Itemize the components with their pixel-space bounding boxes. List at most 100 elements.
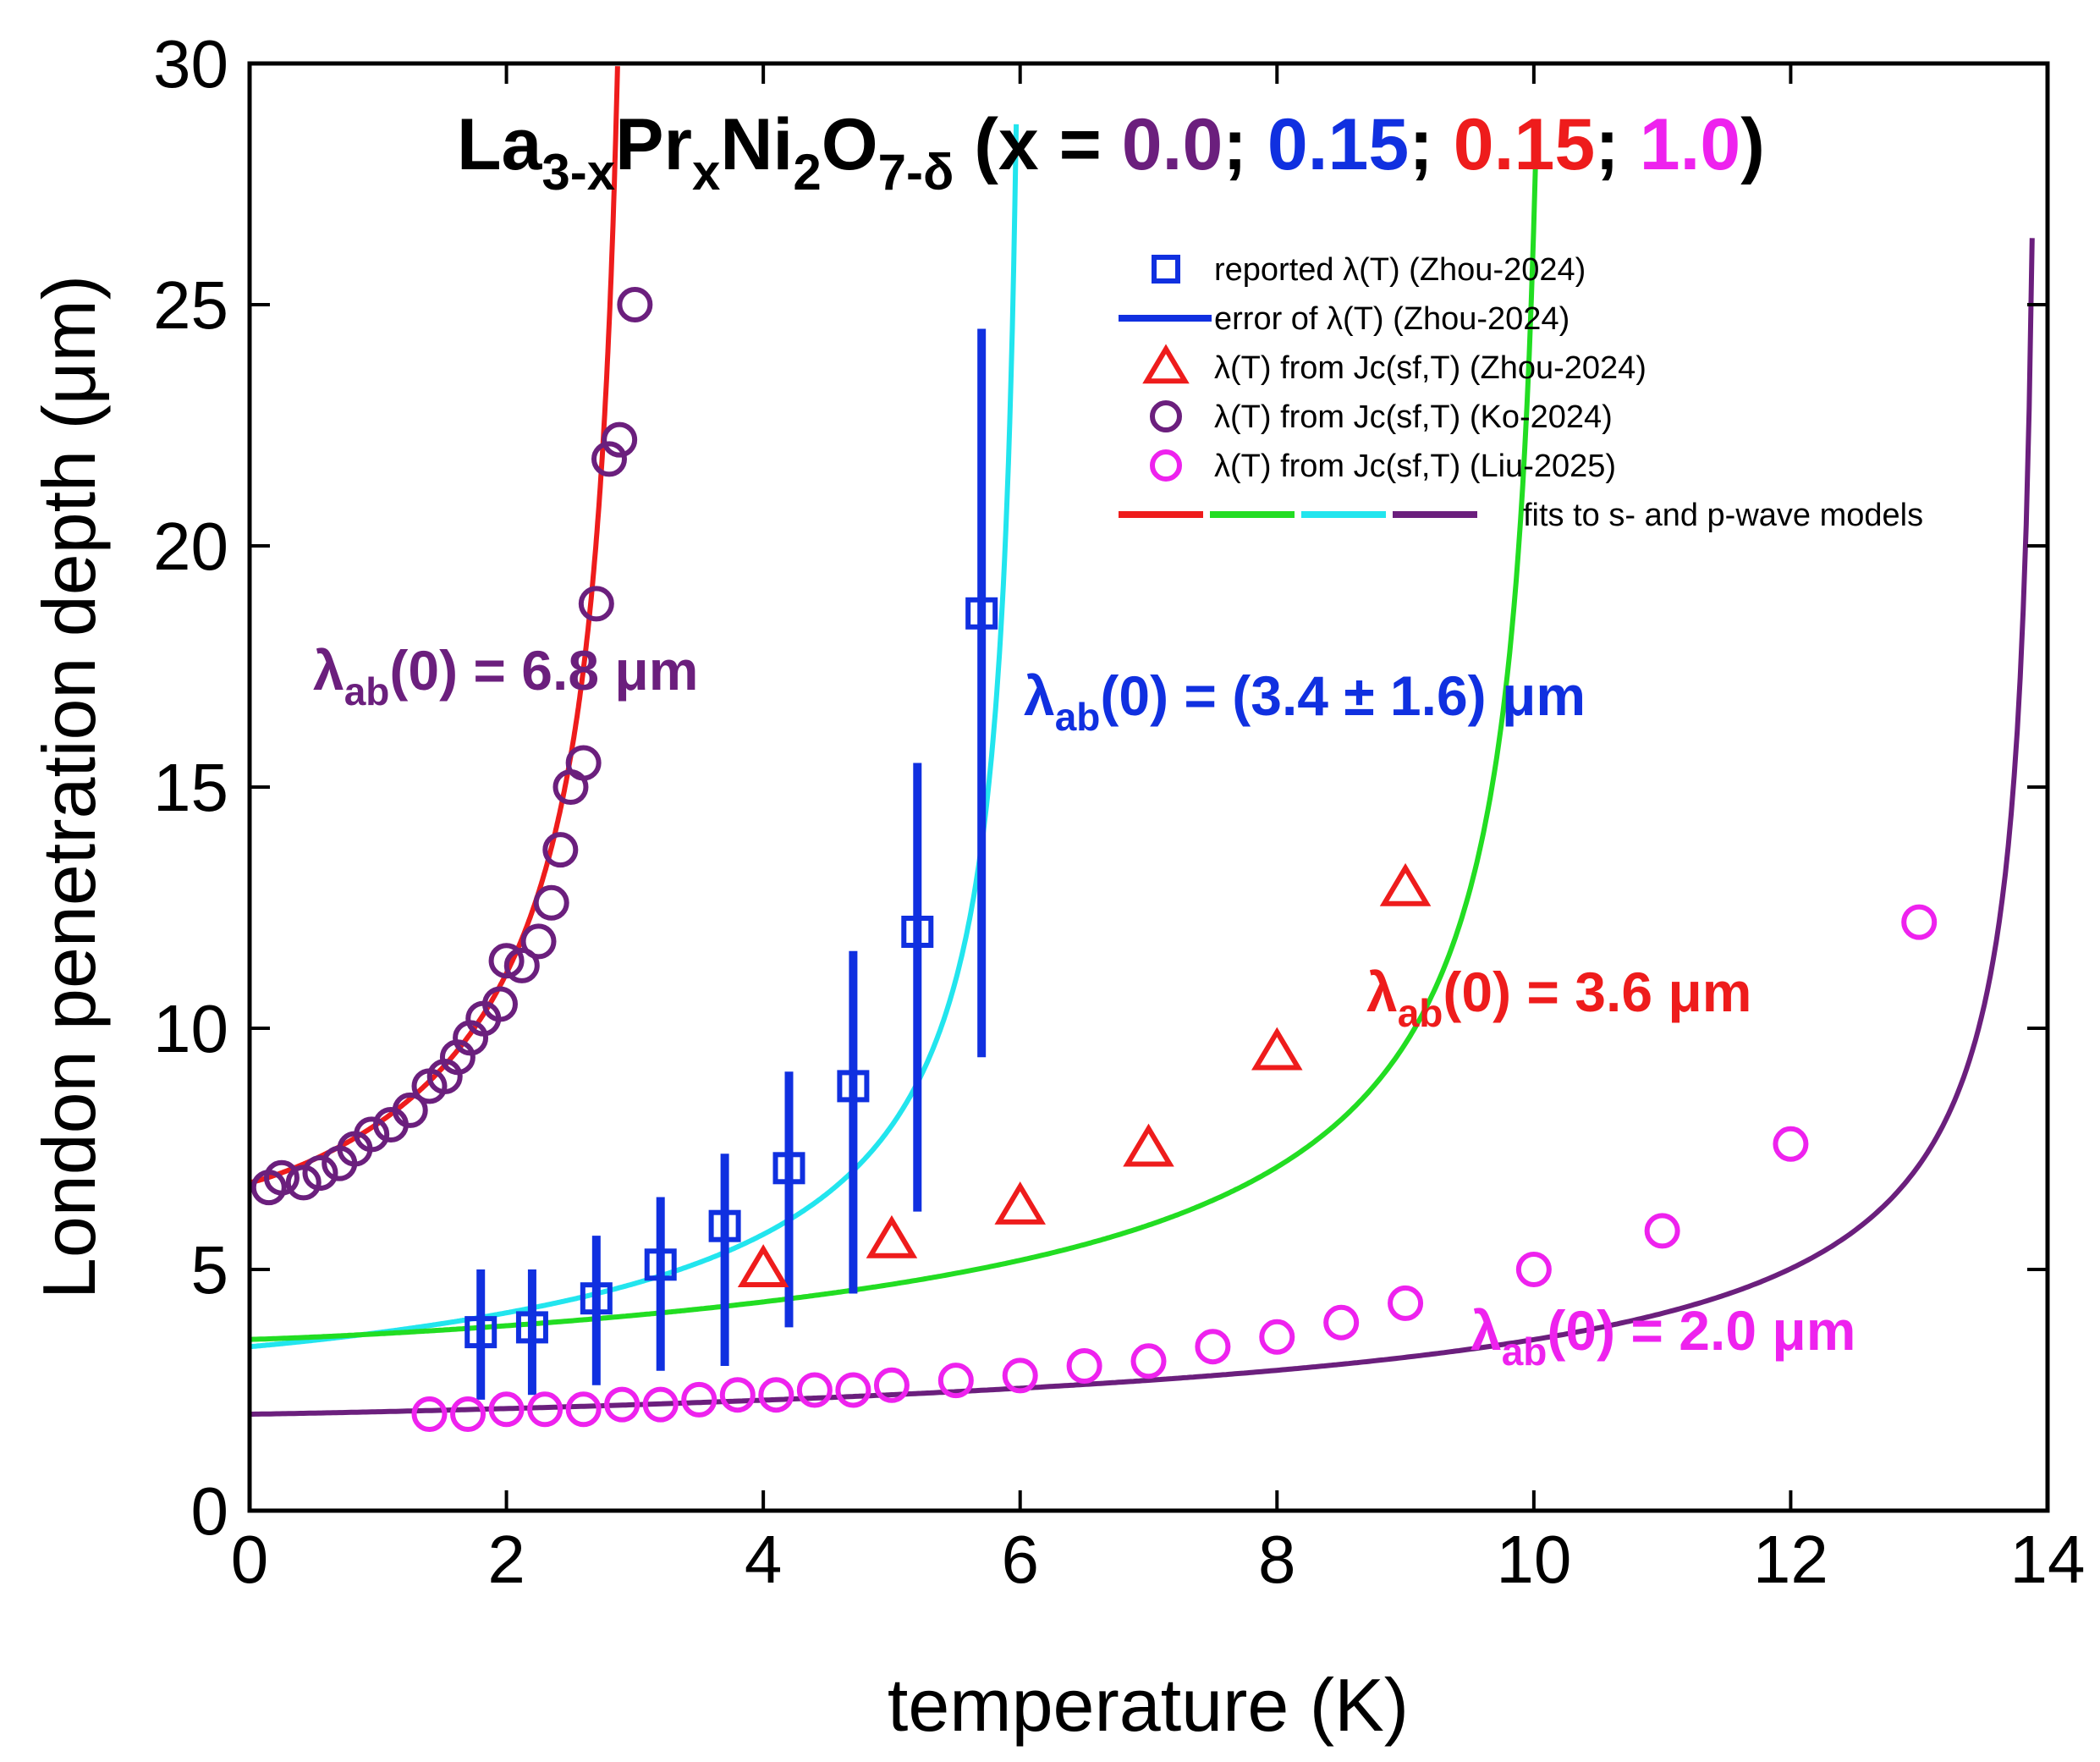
y-tick-label: 10 bbox=[153, 991, 228, 1066]
title-segment: 0.0 bbox=[1122, 104, 1223, 185]
data-markers bbox=[250, 287, 1938, 1432]
data-point-circle bbox=[578, 586, 614, 622]
data-point-circle bbox=[796, 1372, 833, 1408]
data-point-circle bbox=[1323, 1304, 1360, 1341]
legend-label: reported λ(T) (Zhou-2024) bbox=[1214, 252, 1586, 288]
title-segment: 3-x bbox=[541, 144, 615, 201]
data-point-circle bbox=[1002, 1357, 1038, 1394]
data-point-triangle bbox=[866, 1214, 918, 1258]
y-tick-label: 20 bbox=[153, 509, 228, 584]
x-tick-label: 2 bbox=[487, 1522, 525, 1597]
y-tick-label: 25 bbox=[153, 267, 228, 343]
data-point-circle bbox=[542, 832, 579, 868]
title-segment: 0.15 bbox=[1454, 104, 1595, 185]
data-point-circle bbox=[873, 1367, 910, 1403]
data-point-circle bbox=[488, 1391, 525, 1428]
error-bars bbox=[476, 328, 987, 1400]
data-point-circle bbox=[1515, 1252, 1552, 1287]
data-point-circle bbox=[1773, 1126, 1809, 1162]
x-tick-label: 10 bbox=[1496, 1522, 1571, 1597]
data-point-triangle bbox=[1251, 1027, 1303, 1071]
data-point-circle bbox=[503, 947, 540, 983]
x-axis-label: temperature (K) bbox=[888, 1663, 1409, 1747]
y-tick-label: 30 bbox=[153, 26, 228, 102]
data-point-circle bbox=[1130, 1343, 1167, 1379]
data-point-circle bbox=[604, 1386, 640, 1423]
legend-label: λ(T) from Jc(sf,T) (Zhou-2024) bbox=[1214, 350, 1646, 386]
legend-label: λ(T) from Jc(sf,T) (Ko-2024) bbox=[1214, 399, 1613, 435]
title-segment: O bbox=[822, 104, 878, 185]
data-point-square bbox=[965, 597, 998, 630]
title-segment: ; bbox=[1409, 104, 1454, 185]
axes: 0 2 4 6 8 10 12 14 0 5 10 15 20 25 30 bbox=[153, 26, 2085, 1597]
data-point-triangle bbox=[1123, 1123, 1174, 1167]
annotations: λab(0) = 6.8 μm λab(0) = (3.4 ± 1.6) μm λa… bbox=[313, 639, 1855, 1374]
title-segment: 0.15 bbox=[1267, 104, 1409, 185]
data-point-circle bbox=[527, 1391, 563, 1428]
data-point-circle bbox=[937, 1363, 974, 1399]
data-point-circle bbox=[591, 441, 627, 477]
title-segment: Pr bbox=[615, 104, 692, 185]
data-point-circle bbox=[533, 884, 569, 921]
y-tick-label: 15 bbox=[153, 750, 228, 825]
legend-symbol-circle bbox=[1150, 449, 1182, 482]
legend-label: error of λ(T) (Zhou-2024) bbox=[1214, 301, 1570, 337]
data-point-circle bbox=[411, 1396, 448, 1432]
x-tick-label: 8 bbox=[1258, 1522, 1296, 1597]
annotation-lambda-4: λab(0) = 2.0 μm bbox=[1471, 1299, 1855, 1374]
annotation-lambda-3: λab(0) = 3.6 μm bbox=[1366, 961, 1751, 1035]
x-tick-label: 4 bbox=[745, 1522, 783, 1597]
x-tick-label: 0 bbox=[231, 1522, 269, 1597]
title-segment: 7-δ bbox=[878, 144, 954, 201]
data-point-circle bbox=[1259, 1319, 1295, 1355]
x-tick-label: 14 bbox=[2010, 1522, 2086, 1597]
y-tick-label: 5 bbox=[191, 1232, 229, 1308]
legend: reported λ(T) (Zhou-2024) error of λ(T) (… bbox=[1119, 252, 1923, 533]
data-point-circle bbox=[392, 1092, 428, 1128]
data-point-circle bbox=[835, 1372, 871, 1408]
data-point-square bbox=[901, 916, 934, 948]
title-segment: La bbox=[457, 104, 543, 185]
data-point-circle bbox=[481, 986, 518, 1022]
data-point-circle bbox=[565, 1391, 602, 1428]
fit-curves bbox=[249, 66, 2035, 1417]
annotation-lambda-2: λab(0) = (3.4 ± 1.6) μm bbox=[1024, 664, 1586, 739]
data-point-circle bbox=[1195, 1329, 1231, 1365]
data-point-circle bbox=[488, 943, 525, 979]
x-tick-label: 12 bbox=[1753, 1522, 1828, 1597]
title-segment: (x = bbox=[954, 104, 1121, 185]
title-segment: Ni bbox=[720, 104, 793, 185]
title-segment: ) bbox=[1740, 104, 1765, 185]
data-point-circle bbox=[1388, 1285, 1424, 1321]
data-point-square bbox=[515, 1311, 548, 1344]
data-point-circle bbox=[565, 745, 602, 781]
legend-symbol-triangle bbox=[1142, 344, 1190, 384]
data-point-circle bbox=[642, 1386, 679, 1423]
data-point-circle bbox=[1644, 1213, 1680, 1249]
data-point-triangle bbox=[994, 1181, 1046, 1225]
title-segment: ; bbox=[1223, 104, 1267, 185]
data-point-circle bbox=[263, 1159, 300, 1196]
title-segment: x bbox=[692, 144, 720, 201]
data-point-circle bbox=[681, 1381, 717, 1418]
data-point-circle bbox=[354, 1116, 390, 1153]
legend-symbol-square bbox=[1152, 255, 1180, 284]
data-point-square bbox=[772, 1152, 805, 1185]
title-segment: ; bbox=[1595, 104, 1640, 185]
data-point-circle bbox=[520, 923, 557, 960]
data-point-circle bbox=[617, 287, 653, 322]
data-point-square bbox=[644, 1248, 677, 1281]
legend-label: fits to s- and p-wave models bbox=[1523, 498, 1923, 533]
legend-label: λ(T) from Jc(sf,T) (Liu-2025) bbox=[1214, 449, 1616, 484]
title-segment: 2 bbox=[793, 144, 821, 201]
data-point-square bbox=[708, 1209, 741, 1242]
data-point-circle bbox=[1901, 904, 1938, 940]
data-point-circle bbox=[719, 1377, 756, 1413]
data-point-circle bbox=[1066, 1348, 1102, 1384]
fit-curve-4 bbox=[250, 238, 2035, 1417]
data-point-circle bbox=[450, 1396, 487, 1432]
chart-title: La3-xPrxNi2O7-δ (x = 0.0; 0.15; 0.15; 1.… bbox=[457, 104, 1765, 201]
data-point-triangle bbox=[737, 1244, 789, 1287]
annotation-lambda-1: λab(0) = 6.8 μm bbox=[313, 639, 698, 713]
